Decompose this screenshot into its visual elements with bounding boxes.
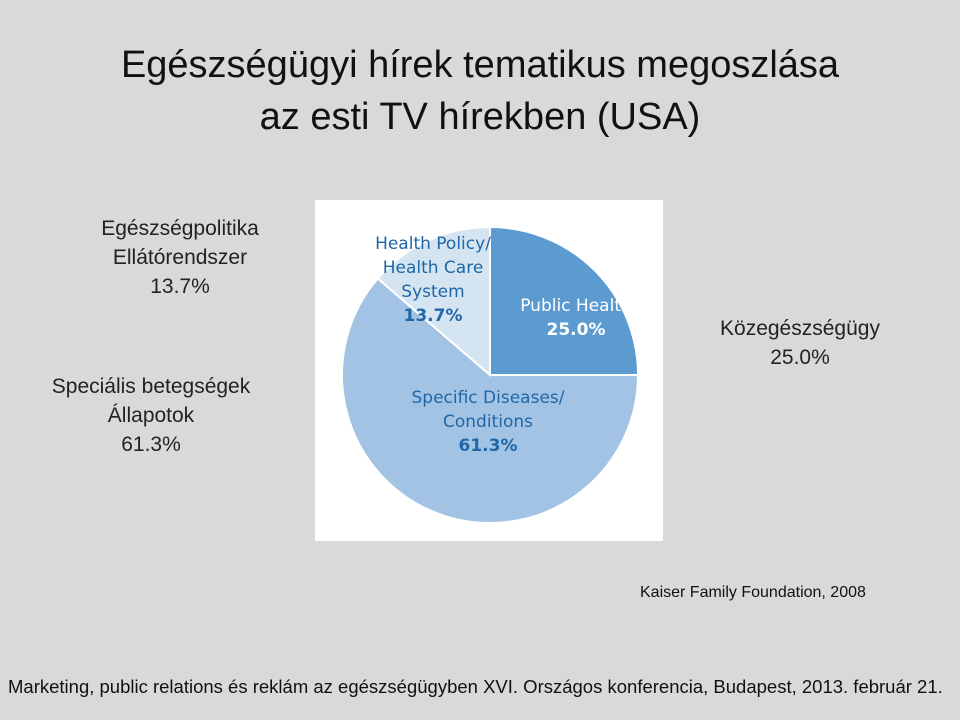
label-health-policy-value: 13.7% <box>150 275 210 298</box>
pie-slice-2-name-label: Health Care <box>383 258 484 278</box>
pie-slice-1-name-label: Specific Diseases/ <box>411 388 564 408</box>
label-public-health-line-1: Közegészségügy <box>720 317 880 340</box>
label-public-health-value: 25.0% <box>770 346 830 369</box>
pie-slice-0-value-label: 25.0% <box>547 320 606 340</box>
label-public-health: Közegészségügy 25.0% <box>690 314 910 372</box>
source-credit: Kaiser Family Foundation, 2008 <box>640 584 866 601</box>
pie-slice-2 <box>376 225 491 378</box>
label-specific-diseases: Speciális betegségek Állapotok 61.3% <box>26 372 276 459</box>
pie-slice-0-name-label: Public Health <box>520 296 632 316</box>
label-health-policy: Egészségpolitika Ellátórendszer 13.7% <box>70 214 290 301</box>
pie-slice-1 <box>341 277 640 524</box>
label-health-policy-line-2: Ellátórendszer <box>112 246 248 269</box>
pie-slice-0 <box>489 225 640 376</box>
pie-slice-1-name-label: Conditions <box>443 412 533 432</box>
pie-slice-1-value-label: 61.3% <box>459 436 518 456</box>
pie-slice-2-name-label: System <box>401 282 464 302</box>
pie-slice-2-name-label: Health Policy/ <box>375 234 491 254</box>
label-specific-diseases-value: 61.3% <box>121 433 181 456</box>
label-specific-diseases-line-2: Állapotok <box>107 404 195 427</box>
title-line-1: Egészségügyi hírek tematikus megoszlása <box>120 44 840 86</box>
pie-chart-panel: Public Health 25.0% Specific Diseases/Cond… <box>315 200 663 541</box>
title-line-2: az esti TV hírekben (USA) <box>259 96 701 138</box>
pie-slice-2-value-label: 13.7% <box>404 306 463 326</box>
footer-text: Marketing, public relations és reklám az… <box>8 676 943 697</box>
label-health-policy-line-1: Egészségpolitika <box>101 217 259 240</box>
label-specific-diseases-line-1: Speciális betegségek <box>51 375 251 398</box>
pie-chart: Public Health 25.0% Specific Diseases/Cond… <box>341 225 640 524</box>
